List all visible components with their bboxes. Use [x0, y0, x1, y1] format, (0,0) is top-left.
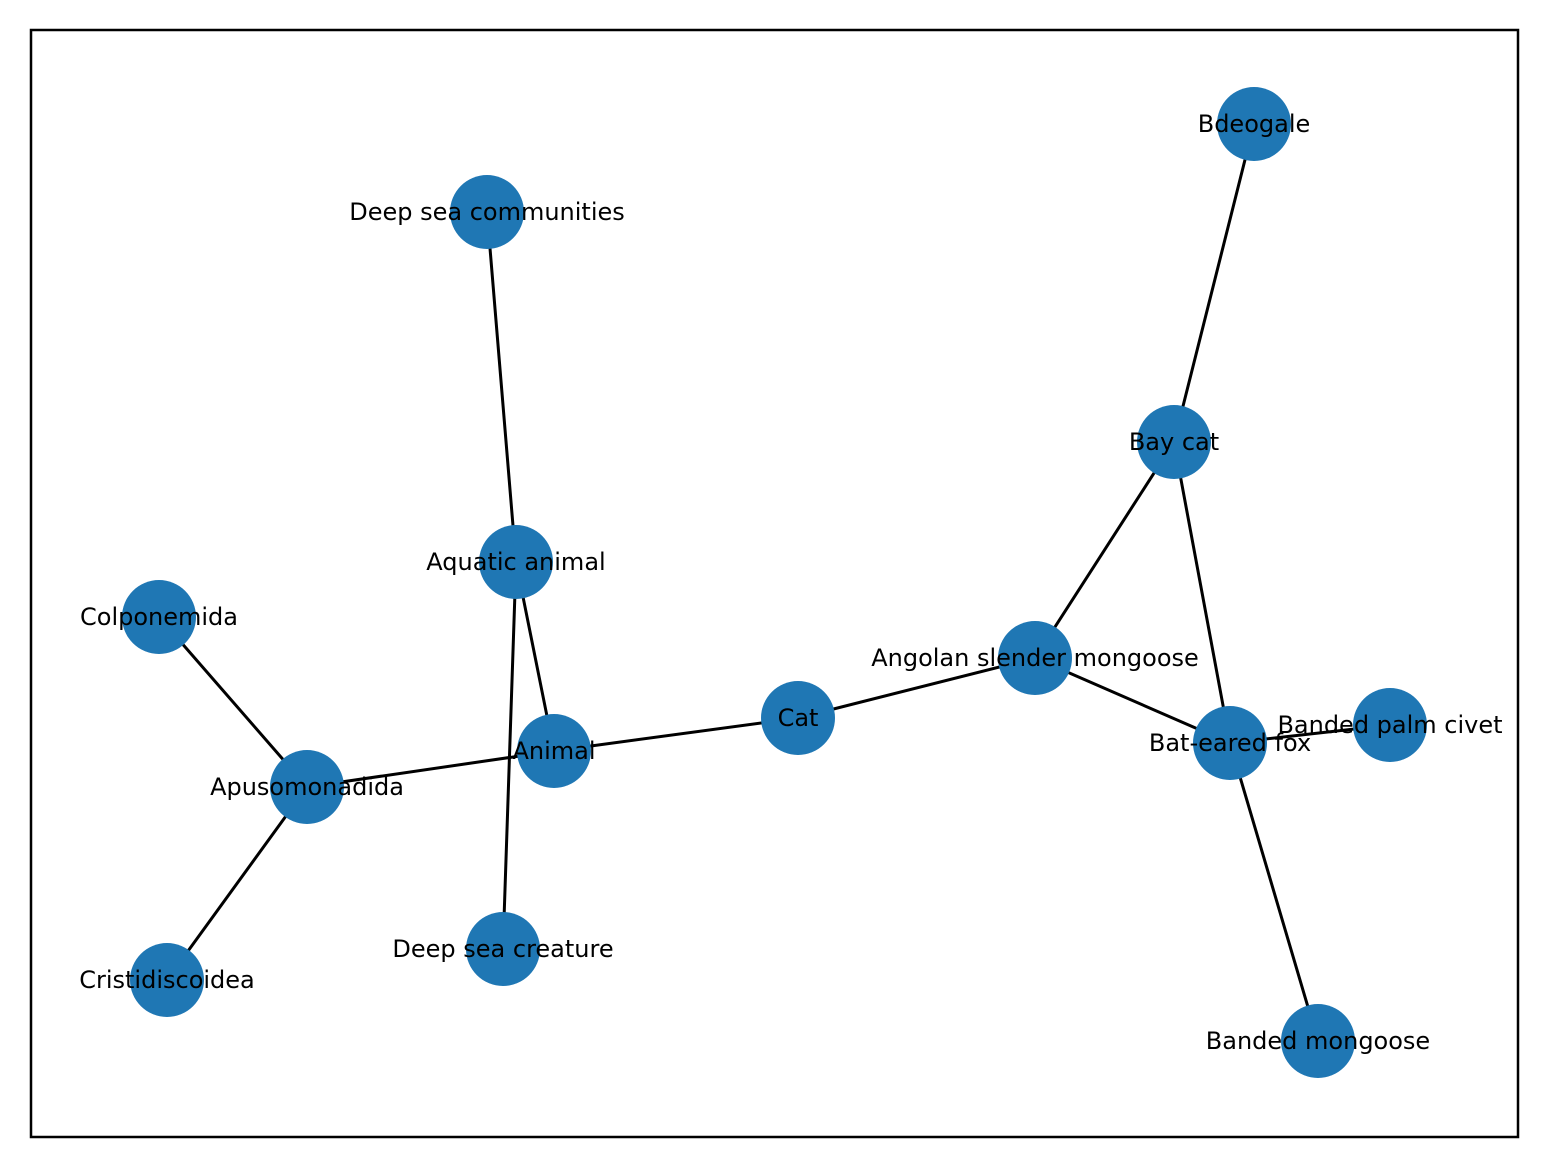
edge-aquatic-animal-deep-sea-creature: [501, 560, 518, 951]
edge-bat-eared-fox-banded-mongoose: [1228, 741, 1320, 1043]
node-label-colponemida: Colponemida: [80, 603, 238, 631]
node-bay-cat[interactable]: [1137, 405, 1211, 479]
node-angolan-slender-mongoose[interactable]: [998, 621, 1072, 695]
nodes-layer: [122, 87, 1427, 1078]
node-label-bdeogale: Bdeogale: [1198, 110, 1311, 138]
edge-bay-cat-bdeogale: [1172, 122, 1256, 444]
node-label-cat: Cat: [778, 704, 819, 732]
node-cristidiscoidea[interactable]: [130, 943, 204, 1017]
node-deep-sea-communities[interactable]: [450, 175, 524, 249]
node-deep-sea-creature[interactable]: [466, 912, 540, 986]
node-apusomonadida[interactable]: [270, 750, 344, 824]
edge-apusomonadida-cristidiscoidea: [165, 785, 309, 982]
edge-colponemida-apusomonadida: [157, 615, 309, 789]
node-bat-eared-fox[interactable]: [1193, 706, 1267, 780]
node-label-deep-sea-communities: Deep sea communities: [349, 198, 625, 226]
node-colponemida[interactable]: [122, 580, 196, 654]
node-label-bat-eared-fox: Bat-eared fox: [1149, 729, 1311, 757]
node-banded-palm-civet[interactable]: [1353, 688, 1427, 762]
node-label-cristidiscoidea: Cristidiscoidea: [79, 966, 255, 994]
edge-animal-cat: [552, 716, 800, 753]
node-cat[interactable]: [761, 681, 835, 755]
node-label-animal: Animal: [512, 737, 595, 765]
node-label-aquatic-animal: Aquatic animal: [426, 548, 605, 576]
node-aquatic-animal[interactable]: [479, 525, 553, 599]
node-label-apusomonadida: Apusomonadida: [210, 773, 404, 801]
edge-apusomonadida-animal: [305, 749, 556, 789]
node-label-angolan-slender-mongoose: Angolan slender mongoose: [871, 644, 1199, 672]
node-bdeogale[interactable]: [1217, 87, 1291, 161]
plot-frame: [29, 28, 1520, 1139]
edge-deep-sea-communities-aquatic-animal: [485, 210, 518, 564]
edge-angolan-slender-mongoose-bay-cat: [1033, 440, 1176, 660]
plot-area: Bdeogale Deep sea communities Bay cat Aquat…: [79, 87, 1503, 1078]
node-label-banded-palm-civet: Banded palm civet: [1277, 711, 1502, 739]
node-banded-mongoose[interactable]: [1281, 1004, 1355, 1078]
labels-layer: Bdeogale Deep sea communities Bay cat Aquat…: [79, 110, 1502, 1055]
node-label-banded-mongoose: Banded mongoose: [1206, 1027, 1430, 1055]
edge-cat-angolan-slender-mongoose: [796, 656, 1037, 720]
node-label-bay-cat: Bay cat: [1129, 428, 1219, 456]
node-label-deep-sea-creature: Deep sea creature: [392, 935, 613, 963]
edge-bay-cat-bat-eared-fox: [1172, 440, 1232, 745]
node-animal[interactable]: [517, 714, 591, 788]
